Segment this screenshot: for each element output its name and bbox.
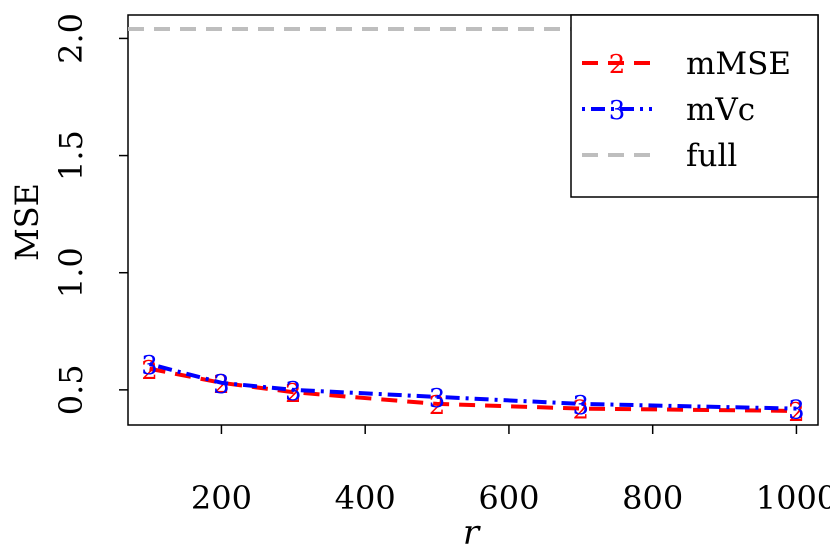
series-line-mVc <box>149 362 797 411</box>
data-point-mMSE: 2 <box>788 398 805 428</box>
x-tick-label: 800 <box>622 479 683 517</box>
data-point-mVc: 3 <box>285 377 302 407</box>
data-point-mVc: 3 <box>429 384 446 414</box>
data-point-mMSE: 2 <box>285 379 302 409</box>
x-tick-label: 1000 <box>756 479 830 517</box>
legend-label-mMSE: mMSE <box>686 46 791 82</box>
y-tick-label: 1.5 <box>52 130 90 181</box>
series-lines: 2 2 2 2 2 233 3 3 3 3 <box>141 351 804 428</box>
data-point-mMSE: 2 <box>141 356 158 386</box>
x-tick-label: 200 <box>191 479 252 517</box>
legend-box <box>570 14 819 198</box>
y-tick-label: 0.5 <box>52 364 90 415</box>
x-axis-label: r <box>463 513 481 553</box>
data-point-mVc: 3 <box>573 391 590 421</box>
y-tick-label: 2.0 <box>52 13 90 64</box>
x-tick-label: 600 <box>478 479 539 517</box>
y-tick-label: 1.0 <box>52 247 90 298</box>
legend: 2 mMSE 3 mVc full <box>570 14 819 198</box>
legend-marker-mVc: 3 <box>609 96 626 126</box>
legend-label-full: full <box>686 138 737 174</box>
data-point-mVc: 3 <box>141 351 158 381</box>
y-axis-label: MSE <box>8 183 46 261</box>
plot-frame <box>127 14 819 426</box>
data-point-mMSE: 2 <box>573 396 590 426</box>
axes: 200 400 600 800 1000 0.5 1.0 1.5 2.0 <box>52 13 830 517</box>
legend-label-mVc: mVc <box>686 92 755 128</box>
data-point-mMSE: 2 <box>429 391 446 421</box>
legend-marker-mMSE: 2 <box>609 50 626 80</box>
data-point-mVc: 3 <box>788 396 805 426</box>
data-point-mVc: 3 <box>213 370 230 400</box>
series-line-mMSE <box>149 366 797 413</box>
x-tick-label: 400 <box>335 479 396 517</box>
